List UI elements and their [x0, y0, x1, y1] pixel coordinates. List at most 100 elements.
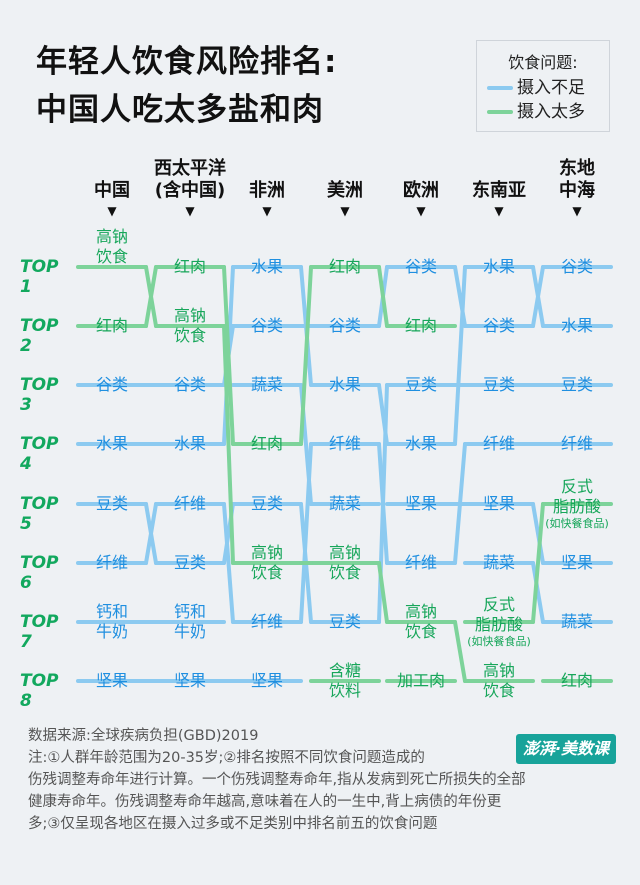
legend-swatch-high	[487, 110, 513, 114]
rank-connector	[377, 561, 389, 624]
rank-label: TOP 1	[20, 257, 59, 297]
cell-text: 水果	[560, 316, 593, 335]
down-arrow-icon: ▼	[262, 204, 272, 218]
cell-text: 谷类	[482, 316, 515, 335]
note-line-2: 伤残调整寿命年进行计算。一个伤残调整寿命年,指从发病到死亡所损失的全部	[28, 772, 526, 788]
cell-text: 豆类	[328, 612, 361, 631]
rank-cell: 红肉	[383, 316, 459, 336]
cell-text: 饮食	[250, 563, 283, 582]
cell-text: 红肉	[250, 434, 283, 453]
legend-swatch-low	[487, 86, 513, 90]
rank-cell: 钙和 牛奶	[152, 602, 228, 642]
cell-text: 豆类	[560, 375, 593, 394]
rank-label: TOP 6	[20, 553, 59, 593]
rank-connector	[144, 502, 158, 565]
cell-text: 谷类	[328, 316, 361, 335]
rank-label: TOP 5	[20, 494, 59, 534]
rank-cell: 豆类	[539, 375, 615, 395]
cell-text: 水果	[250, 257, 283, 276]
cell-text: 纤维	[482, 434, 515, 453]
rank-cell: 反式 脂肪酸 (如快餐食品)	[539, 477, 615, 531]
cell-text: 水果	[482, 257, 515, 276]
cell-text: 豆类	[404, 375, 437, 394]
cell-text: 谷类	[250, 316, 283, 335]
column-header-text: 东南亚	[472, 180, 526, 201]
cell-text: 蔬菜	[560, 612, 593, 631]
rank-cell: 谷类	[229, 316, 305, 336]
legend-label-low: 摄入不足	[517, 78, 585, 98]
down-arrow-icon: ▼	[185, 204, 195, 218]
rank-cell: 水果	[229, 257, 305, 277]
cell-text: 脂肪酸	[552, 497, 601, 516]
cell-text: 含糖	[328, 661, 361, 680]
column-header-text: (含中国)	[154, 180, 226, 201]
rank-cell: 蔬菜	[307, 494, 383, 514]
column-header-3: 美洲 ▼	[295, 180, 395, 218]
rank-cell: 坚果	[229, 671, 305, 691]
cell-text: 蔬菜	[328, 494, 361, 513]
cell-text: 纤维	[404, 553, 437, 572]
cell-text: 豆类	[482, 375, 515, 394]
rank-connector	[531, 502, 545, 565]
rank-cell: 坚果	[152, 671, 228, 691]
rank-cell: 高钠 饮食	[383, 602, 459, 642]
column-header-text: 美洲	[327, 180, 363, 201]
rank-label: TOP 4	[20, 434, 59, 474]
rank-cell: 豆类	[229, 494, 305, 514]
cell-text: 饮食	[482, 681, 515, 700]
rank-label: TOP 7	[20, 612, 59, 652]
rank-cell: 纤维	[539, 434, 615, 454]
cell-text: 豆类	[250, 494, 283, 513]
cell-text: 高钠	[328, 543, 361, 562]
rank-cell: 谷类	[539, 257, 615, 277]
rank-cell: 钙和 牛奶	[74, 602, 150, 642]
cell-text: 高钠	[173, 306, 206, 325]
column-header-text: 东地	[559, 158, 595, 179]
legend-label-high: 摄入太多	[517, 102, 585, 122]
cell-text: 红肉	[95, 316, 128, 335]
rank-cell: 高钠 饮食	[74, 227, 150, 267]
cell-text: 水果	[173, 434, 206, 453]
rank-connector	[453, 265, 467, 446]
cell-text: 坚果	[560, 553, 593, 572]
cell-text: 高钠	[95, 227, 128, 246]
rank-cell: 坚果	[383, 494, 459, 514]
rank-cell: 豆类	[74, 494, 150, 514]
legend: 饮食问题: 摄入不足 摄入太多	[476, 40, 610, 132]
column-header-6: 东地 中海 ▼	[527, 158, 627, 218]
cell-text: 反式	[560, 477, 593, 496]
cell-text: 纤维	[173, 494, 206, 513]
rank-cell: 纤维	[152, 494, 228, 514]
cell-text: 谷类	[404, 257, 437, 276]
rank-cell: 谷类	[307, 316, 383, 336]
cell-text: 谷类	[173, 375, 206, 394]
legend-title: 饮食问题:	[508, 53, 578, 72]
rank-cell: 坚果	[461, 494, 537, 514]
rank-cell: 红肉	[539, 671, 615, 691]
cell-text: 坚果	[404, 494, 437, 513]
rank-cell: 蔬菜	[461, 553, 537, 573]
rank-cell: 高钠 饮食	[461, 661, 537, 701]
cell-text: 牛奶	[173, 622, 206, 641]
rank-connector	[299, 265, 313, 446]
cell-text: 谷类	[560, 257, 593, 276]
cell-text: 饮食	[173, 326, 206, 345]
column-header-text: 中海	[559, 180, 595, 201]
rank-cell: 谷类	[74, 375, 150, 395]
cell-text: 纤维	[560, 434, 593, 453]
column-header-4: 欧洲 ▼	[371, 180, 471, 218]
cell-text: 红肉	[560, 671, 593, 690]
column-header-text: 非洲	[249, 180, 285, 201]
rank-connector	[144, 265, 158, 328]
cell-text: 豆类	[173, 553, 206, 572]
cell-text: 钙和	[173, 602, 206, 621]
cell-text: 加工肉	[396, 671, 445, 690]
footer-notes: 数据来源:全球疾病负担(GBD)2019 注:①人群年龄范围为20-35岁;②排…	[28, 725, 618, 835]
rank-cell: 蔬菜	[539, 612, 615, 632]
rank-cell: 纤维	[74, 553, 150, 573]
rank-cell: 高钠 饮食	[307, 543, 383, 583]
cell-text: 饮食	[95, 247, 128, 266]
rank-cell: 豆类	[461, 375, 537, 395]
cell-text: 豆类	[95, 494, 128, 513]
